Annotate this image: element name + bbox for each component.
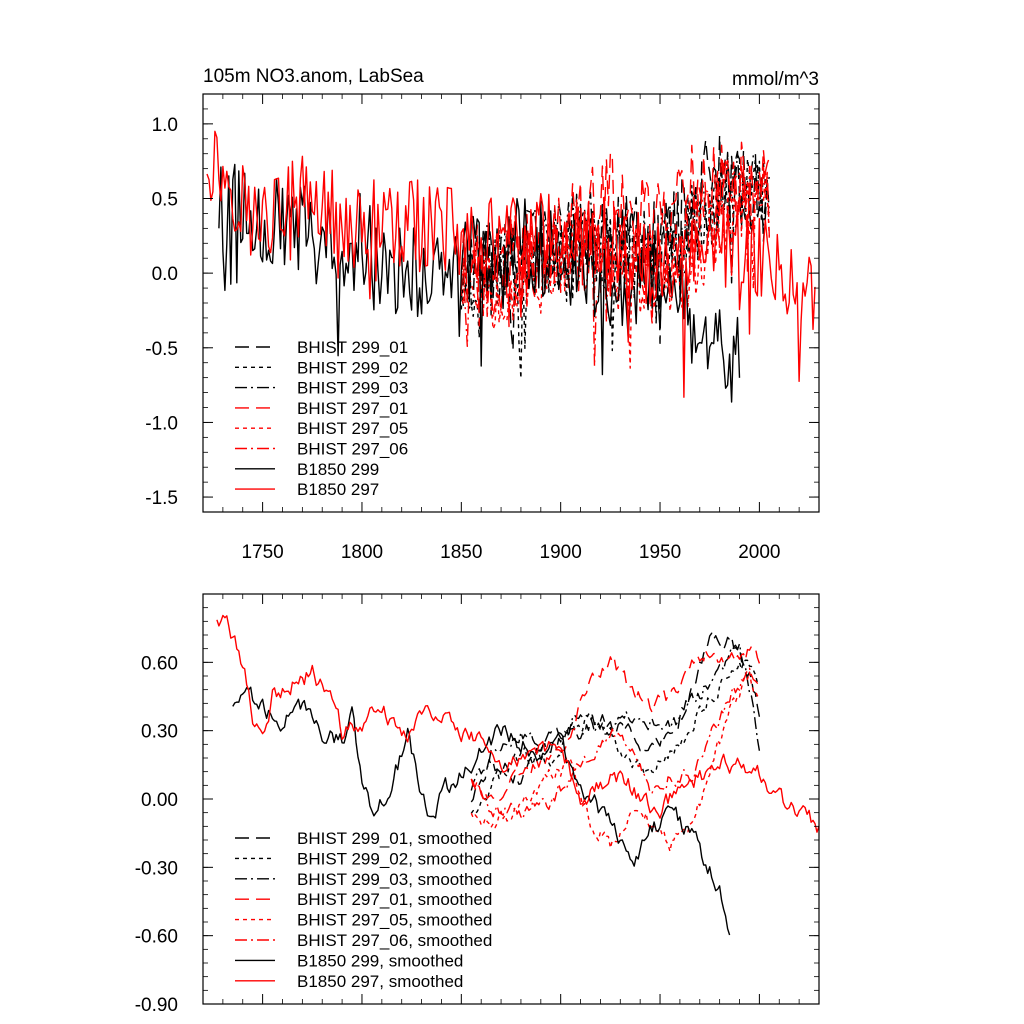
chart-top-xtick-label: 1750 bbox=[241, 542, 283, 563]
chart-bottom-series-line-1 bbox=[470, 632, 761, 803]
chart-bottom-ytick-label: -0.90 bbox=[135, 995, 178, 1016]
chart-bottom-legend-label: B1850 299, smoothed bbox=[297, 951, 463, 970]
chart-top-legend-label: BHIST 299_02 bbox=[297, 358, 408, 377]
chart-bottom-ytick-label: -0.30 bbox=[135, 858, 178, 879]
chart-bottom-ytick-label: 0.60 bbox=[141, 653, 178, 674]
chart-top-legend-label: B1850 297 bbox=[297, 480, 379, 499]
chart-top-xtick-label: 1950 bbox=[639, 542, 681, 563]
chart-bottom-ytick-label: 0.00 bbox=[141, 790, 178, 811]
chart-top-series-line-2 bbox=[460, 158, 770, 379]
chart-top: 105m NO3.anom, LabSea mmol/m^3 1.0 0.5 0.0… bbox=[145, 66, 820, 563]
chart-top-series-line-6 bbox=[460, 159, 770, 367]
chart-top-xtick-label: 1850 bbox=[440, 542, 482, 563]
chart-bottom-ytick-label: 0.30 bbox=[141, 722, 178, 743]
chart-top-series-line-8 bbox=[206, 130, 816, 398]
chart-bottom-legend-label: BHIST 299_02, smoothed bbox=[297, 849, 492, 868]
chart-top-ytick-label: 0.5 bbox=[152, 190, 178, 211]
chart-bottom-series-line-6 bbox=[470, 667, 760, 820]
chart-bottom-legend-label: BHIST 299_03, smoothed bbox=[297, 870, 492, 889]
chart-top-series-line-7 bbox=[218, 163, 741, 403]
chart-bottom-ytick-label: -0.60 bbox=[135, 927, 178, 948]
chart-bottom-ticks: 0.60 0.30 0.00 -0.30 -0.60 -0.90 bbox=[135, 593, 820, 1016]
chart-bottom-legend-label: BHIST 297_05, smoothed bbox=[297, 911, 492, 930]
chart-top-ticks: 1.0 0.5 0.0 -0.5 -1.0 -1.5 1750 1800 1850 1900 195… bbox=[145, 93, 820, 563]
chart-top-series-line-1 bbox=[460, 134, 770, 351]
chart-bottom-series-line-8 bbox=[216, 614, 820, 833]
chart-bottom-series-line-2 bbox=[470, 659, 760, 815]
chart-top-legend-label: BHIST 297_06 bbox=[297, 440, 408, 459]
chart-top-units: mmol/m^3 bbox=[732, 69, 819, 90]
chart-bottom-legend-label: BHIST 297_06, smoothed bbox=[297, 931, 492, 950]
chart-bottom-series-line-3 bbox=[470, 643, 761, 791]
chart-bottom-series-line-7 bbox=[232, 686, 731, 936]
chart-bottom-legend-label: BHIST 299_01, smoothed bbox=[297, 829, 492, 848]
chart-top-xtick-label: 2000 bbox=[738, 542, 780, 563]
chart-top-ytick-label: 1.0 bbox=[152, 115, 178, 136]
chart-bottom-legend-label: B1850 297, smoothed bbox=[297, 972, 463, 991]
chart-bottom-legend-label: BHIST 297_01, smoothed bbox=[297, 890, 492, 909]
chart-bottom-series-layer bbox=[216, 614, 820, 936]
chart-bottom-series-line-4 bbox=[470, 645, 761, 802]
chart-bottom: 0.60 0.30 0.00 -0.30 -0.60 -0.90 BHIST 299_01… bbox=[135, 593, 820, 1016]
chart-top-legend-label: BHIST 297_05 bbox=[297, 419, 408, 438]
chart-top-legend-label: BHIST 297_01 bbox=[297, 399, 408, 418]
chart-top-legend-label: B1850 299 bbox=[297, 460, 379, 479]
chart-top-ytick-label: -0.5 bbox=[145, 339, 178, 360]
chart-top-series-line-4 bbox=[460, 141, 770, 328]
chart-top-series-layer bbox=[206, 130, 816, 403]
chart-top-legend-label: BHIST 299_03 bbox=[297, 379, 408, 398]
chart-top-xtick-label: 1900 bbox=[540, 542, 582, 563]
chart-top-ytick-label: -1.0 bbox=[145, 413, 178, 434]
chart-top-ytick-label: 0.0 bbox=[152, 264, 178, 285]
chart-top-xtick-label: 1800 bbox=[341, 542, 383, 563]
chart-top-legend-label: BHIST 299_01 bbox=[297, 338, 408, 357]
chart-bottom-series-line-5 bbox=[470, 671, 761, 853]
chart-top-title: 105m NO3.anom, LabSea bbox=[203, 66, 424, 87]
chart-top-series-line-3 bbox=[460, 151, 770, 324]
chart-top-ytick-label: -1.5 bbox=[145, 488, 178, 509]
